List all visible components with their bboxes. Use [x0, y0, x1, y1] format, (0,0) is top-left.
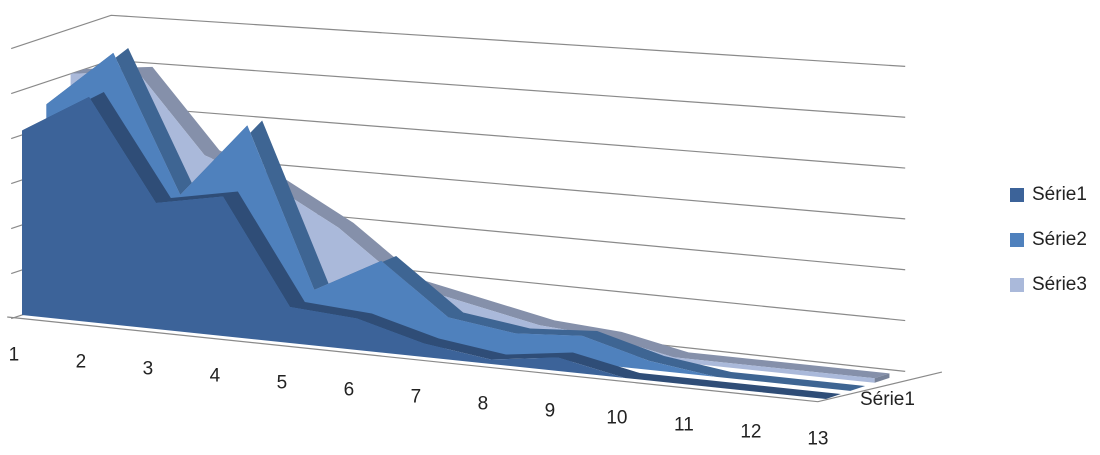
area [22, 97, 826, 399]
x-tick-label: 5 [277, 373, 288, 394]
x-tick-label: 1 [9, 345, 20, 366]
x-tick-label: 3 [143, 359, 154, 380]
legend-label: Série1 [1032, 184, 1087, 205]
area-top [46, 47, 866, 391]
grid-line [11, 14, 906, 67]
x-tick-label: 7 [411, 387, 422, 408]
legend-swatch [1010, 278, 1024, 292]
legend-swatch [1010, 188, 1024, 202]
x-tick-label: 12 [740, 422, 761, 443]
legend-label: Série3 [1032, 274, 1087, 295]
x-tick-label: 4 [210, 366, 221, 387]
legend-swatch [1010, 233, 1024, 247]
x-tick-label: 9 [545, 401, 556, 422]
x-tick-label: 8 [478, 394, 489, 415]
depth-label: Série1 [860, 389, 915, 410]
floor-edge [7, 316, 943, 403]
x-tick-label: 13 [807, 429, 828, 450]
x-tick-label: 11 [674, 415, 694, 436]
x-tick-label: 10 [606, 408, 627, 429]
legend-label: Série2 [1032, 229, 1087, 250]
x-tick-label: 2 [76, 352, 87, 373]
x-tick-label: 6 [344, 380, 355, 401]
area-top [22, 92, 841, 400]
area-end [874, 373, 890, 383]
